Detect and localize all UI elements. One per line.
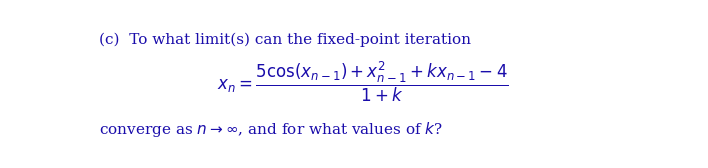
Text: $x_n = \dfrac{5\cos(x_{n-1}) + x_{n-1}^2 + kx_{n-1} - 4}{1 + k}$: $x_n = \dfrac{5\cos(x_{n-1}) + x_{n-1}^2…: [217, 60, 509, 104]
Text: (c)  To what limit(s) can the fixed-point iteration: (c) To what limit(s) can the fixed-point…: [99, 33, 472, 48]
Text: converge as $n \to \infty$, and for what values of $k$?: converge as $n \to \infty$, and for what…: [99, 120, 443, 139]
